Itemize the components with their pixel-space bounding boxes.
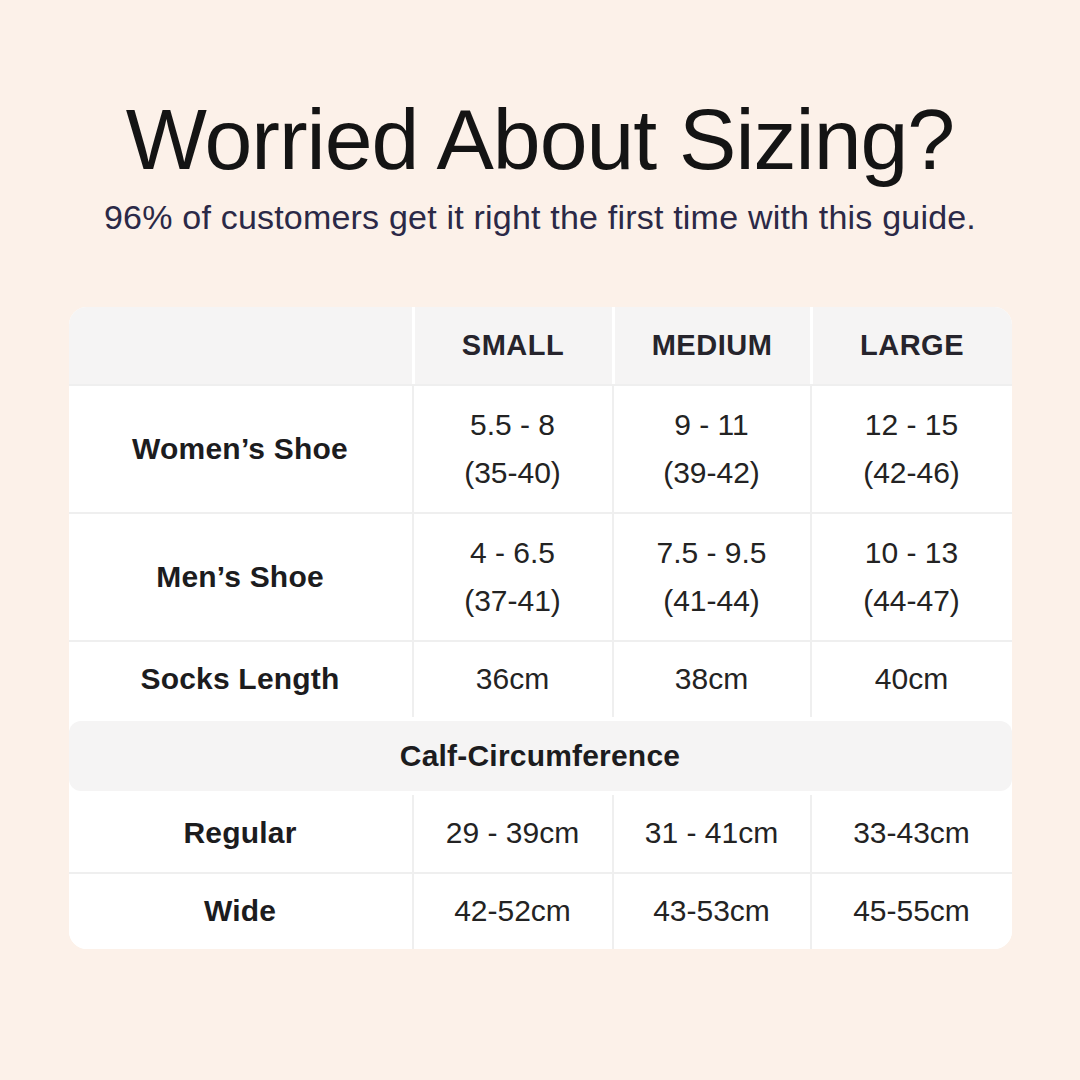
value-line: 29 - 39cm	[446, 809, 579, 857]
value-line: 36cm	[476, 655, 549, 703]
header-cell-small: SMALL	[412, 307, 612, 384]
value-line: 40cm	[875, 655, 948, 703]
value-line: 12 - 15	[865, 401, 958, 449]
value-line: (42-46)	[863, 449, 960, 497]
table-row-mens-shoe: Men’s Shoe 4 - 6.5 (37-41) 7.5 - 9.5 (41…	[69, 512, 1012, 640]
value-line: 33-43cm	[853, 809, 970, 857]
cell-wide-medium: 43-53cm	[612, 874, 810, 949]
value-line: 10 - 13	[865, 529, 958, 577]
value-line: (35-40)	[464, 449, 561, 497]
value-line: 45-55cm	[853, 887, 970, 935]
value-line: 43-53cm	[653, 887, 770, 935]
table-header-row: SMALL MEDIUM LARGE	[69, 307, 1012, 384]
table-row-wide: Wide 42-52cm 43-53cm 45-55cm	[69, 872, 1012, 949]
header-cell-empty	[69, 307, 412, 384]
cell-womens-small: 5.5 - 8 (35-40)	[412, 386, 612, 512]
cell-regular-large: 33-43cm	[810, 795, 1012, 872]
value-line: (39-42)	[663, 449, 760, 497]
cell-regular-medium: 31 - 41cm	[612, 795, 810, 872]
cell-socks-small: 36cm	[412, 642, 612, 717]
page-title: Worried About Sizing?	[0, 96, 1080, 184]
row-label-womens-shoe: Women’s Shoe	[69, 386, 412, 512]
table-row-regular: Regular 29 - 39cm 31 - 41cm 33-43cm	[69, 795, 1012, 872]
sizing-table: SMALL MEDIUM LARGE Women’s Shoe 5.5 - 8 …	[69, 307, 1012, 949]
value-line: (37-41)	[464, 577, 561, 625]
hero-section: Worried About Sizing? 96% of customers g…	[0, 96, 1080, 237]
value-line: 5.5 - 8	[470, 401, 555, 449]
value-line: 7.5 - 9.5	[656, 529, 766, 577]
page-subtitle: 96% of customers get it right the first …	[0, 198, 1080, 237]
table-row-womens-shoe: Women’s Shoe 5.5 - 8 (35-40) 9 - 11 (39-…	[69, 384, 1012, 512]
value-line: 38cm	[675, 655, 748, 703]
row-label-mens-shoe: Men’s Shoe	[69, 514, 412, 640]
calf-circumference-section-header: Calf-Circumference	[69, 721, 1012, 791]
header-cell-large: LARGE	[810, 307, 1012, 384]
cell-mens-medium: 7.5 - 9.5 (41-44)	[612, 514, 810, 640]
cell-wide-small: 42-52cm	[412, 874, 612, 949]
header-cell-medium: MEDIUM	[612, 307, 810, 384]
cell-socks-large: 40cm	[810, 642, 1012, 717]
cell-mens-small: 4 - 6.5 (37-41)	[412, 514, 612, 640]
value-line: 42-52cm	[454, 887, 571, 935]
value-line: (44-47)	[863, 577, 960, 625]
row-label-regular: Regular	[69, 795, 412, 872]
table-row-socks-length: Socks Length 36cm 38cm 40cm	[69, 640, 1012, 717]
cell-mens-large: 10 - 13 (44-47)	[810, 514, 1012, 640]
row-label-socks-length: Socks Length	[69, 642, 412, 717]
row-label-wide: Wide	[69, 874, 412, 949]
cell-regular-small: 29 - 39cm	[412, 795, 612, 872]
value-line: 31 - 41cm	[645, 809, 778, 857]
cell-socks-medium: 38cm	[612, 642, 810, 717]
value-line: 9 - 11	[674, 401, 749, 449]
cell-womens-large: 12 - 15 (42-46)	[810, 386, 1012, 512]
cell-wide-large: 45-55cm	[810, 874, 1012, 949]
cell-womens-medium: 9 - 11 (39-42)	[612, 386, 810, 512]
value-line: 4 - 6.5	[470, 529, 555, 577]
value-line: (41-44)	[663, 577, 760, 625]
